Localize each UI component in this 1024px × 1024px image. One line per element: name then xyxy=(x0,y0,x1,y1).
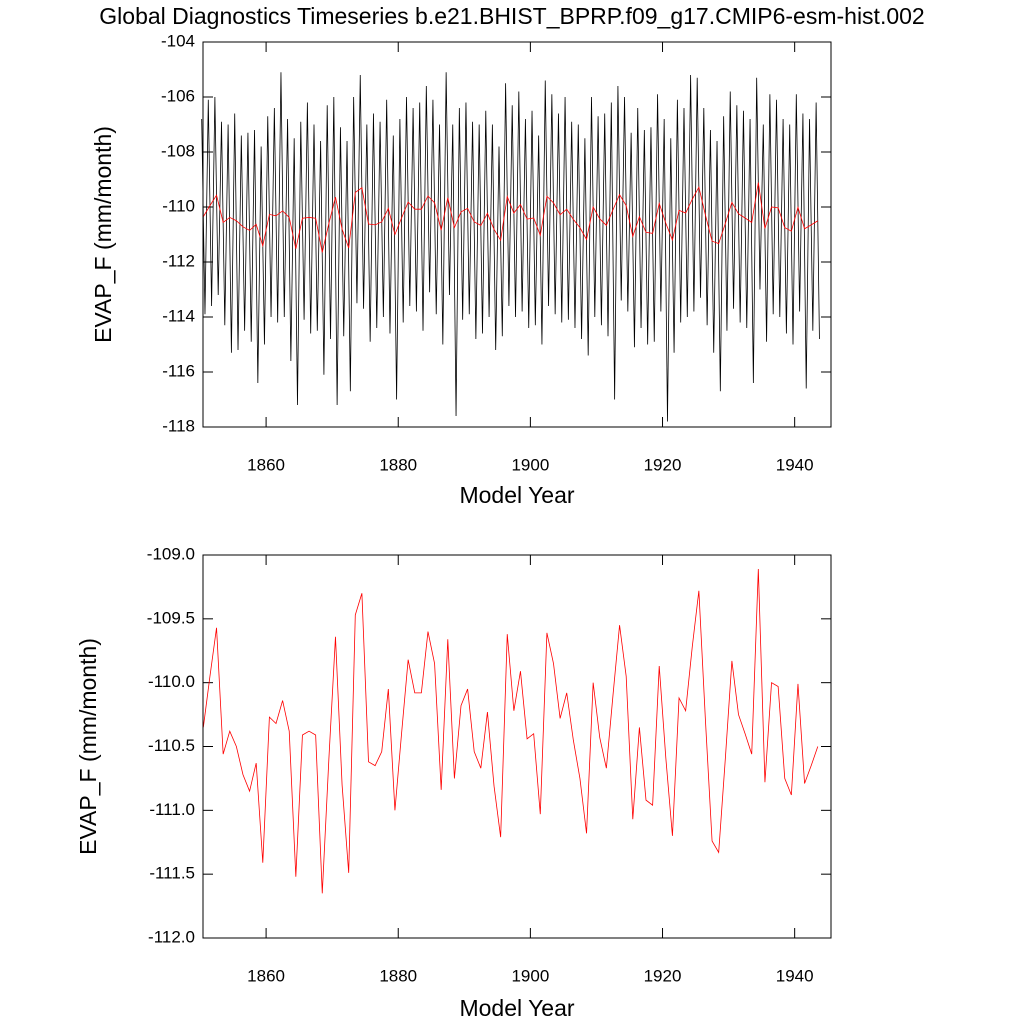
y-tick-label: -112 xyxy=(162,251,195,270)
data-line xyxy=(201,72,820,422)
plot-frame xyxy=(202,41,832,428)
x-tick-label: 1920 xyxy=(644,455,682,474)
y-tick-label: -110 xyxy=(162,196,195,215)
x-axis-label: Model Year xyxy=(459,482,574,508)
x-tick-label: 1940 xyxy=(776,455,814,474)
y-axis-label: EVAP_F (mm/month) xyxy=(90,126,116,343)
y-tick-label: -112.0 xyxy=(148,927,195,946)
data-line xyxy=(202,569,819,894)
y-tick-label: -104 xyxy=(161,31,195,50)
y-tick-label: -109.0 xyxy=(147,544,195,563)
chart-title: Global Diagnostics Timeseries b.e21.BHIS… xyxy=(99,3,924,29)
x-tick-label: 1900 xyxy=(511,966,549,985)
x-tick-label: 1940 xyxy=(776,966,814,985)
x-tick-label: 1920 xyxy=(644,966,682,985)
y-axis-label: EVAP_F (mm/month) xyxy=(75,638,101,855)
y-tick-label: -111.0 xyxy=(149,800,195,819)
x-tick-label: 1900 xyxy=(511,455,549,474)
y-tick-label: -110.0 xyxy=(148,672,195,691)
y-tick-label: -116 xyxy=(162,361,195,380)
y-tick-label: -114 xyxy=(162,306,195,325)
y-tick-label: -108 xyxy=(161,141,195,160)
y-tick-label: -109.5 xyxy=(147,608,195,627)
x-axis-label: Model Year xyxy=(459,995,574,1021)
y-tick-label: -106 xyxy=(161,86,195,105)
x-tick-label: 1860 xyxy=(247,455,285,474)
x-tick-label: 1880 xyxy=(379,455,417,474)
y-tick-label: -111.5 xyxy=(149,864,195,883)
x-tick-label: 1880 xyxy=(379,966,417,985)
plot-frame xyxy=(202,554,832,939)
y-tick-label: -118 xyxy=(162,416,195,435)
x-tick-label: 1860 xyxy=(247,966,285,985)
y-tick-label: -110.5 xyxy=(148,736,195,755)
data-line xyxy=(202,182,819,253)
